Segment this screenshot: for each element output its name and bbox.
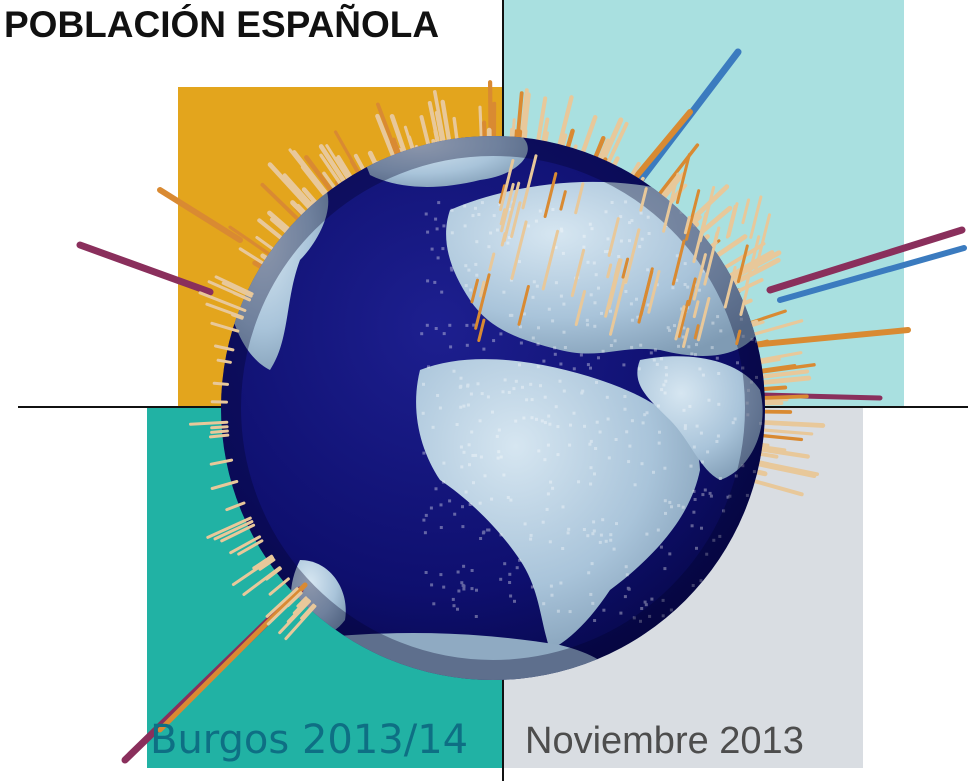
date-label: Noviembre 2013 <box>525 720 804 762</box>
event-label: Burgos 2013/14 <box>150 717 469 763</box>
page-title: POBLACIÓN ESPAÑOLA <box>4 4 440 45</box>
